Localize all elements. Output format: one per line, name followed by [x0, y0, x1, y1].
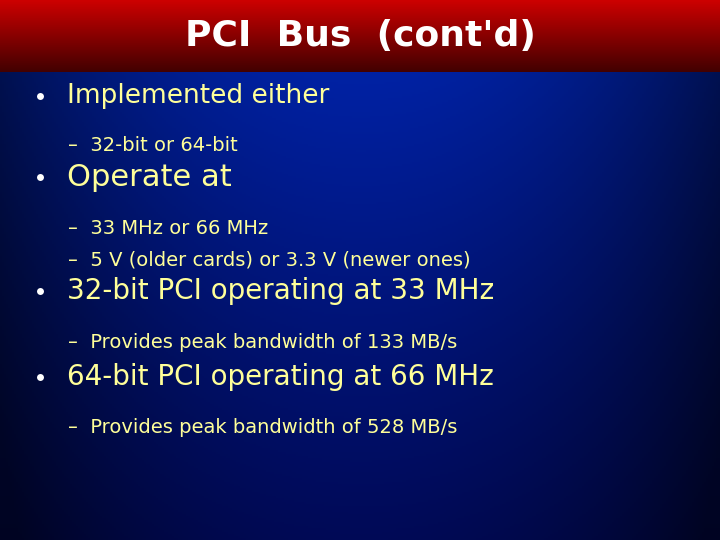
Text: –  5 V (older cards) or 3.3 V (newer ones): – 5 V (older cards) or 3.3 V (newer ones… [68, 251, 471, 269]
Text: PCI  Bus  (cont'd): PCI Bus (cont'd) [184, 19, 536, 53]
Text: –  Provides peak bandwidth of 528 MB/s: – Provides peak bandwidth of 528 MB/s [68, 418, 458, 437]
Text: Operate at: Operate at [67, 163, 232, 192]
Text: –  32-bit or 64-bit: – 32-bit or 64-bit [68, 137, 238, 156]
Text: –  Provides peak bandwidth of 133 MB/s: – Provides peak bandwidth of 133 MB/s [68, 333, 458, 352]
Text: 64-bit PCI operating at 66 MHz: 64-bit PCI operating at 66 MHz [67, 362, 494, 390]
Text: Implemented either: Implemented either [67, 83, 329, 109]
Text: 32-bit PCI operating at 33 MHz: 32-bit PCI operating at 33 MHz [67, 277, 494, 305]
Text: –  33 MHz or 66 MHz: – 33 MHz or 66 MHz [68, 219, 269, 238]
